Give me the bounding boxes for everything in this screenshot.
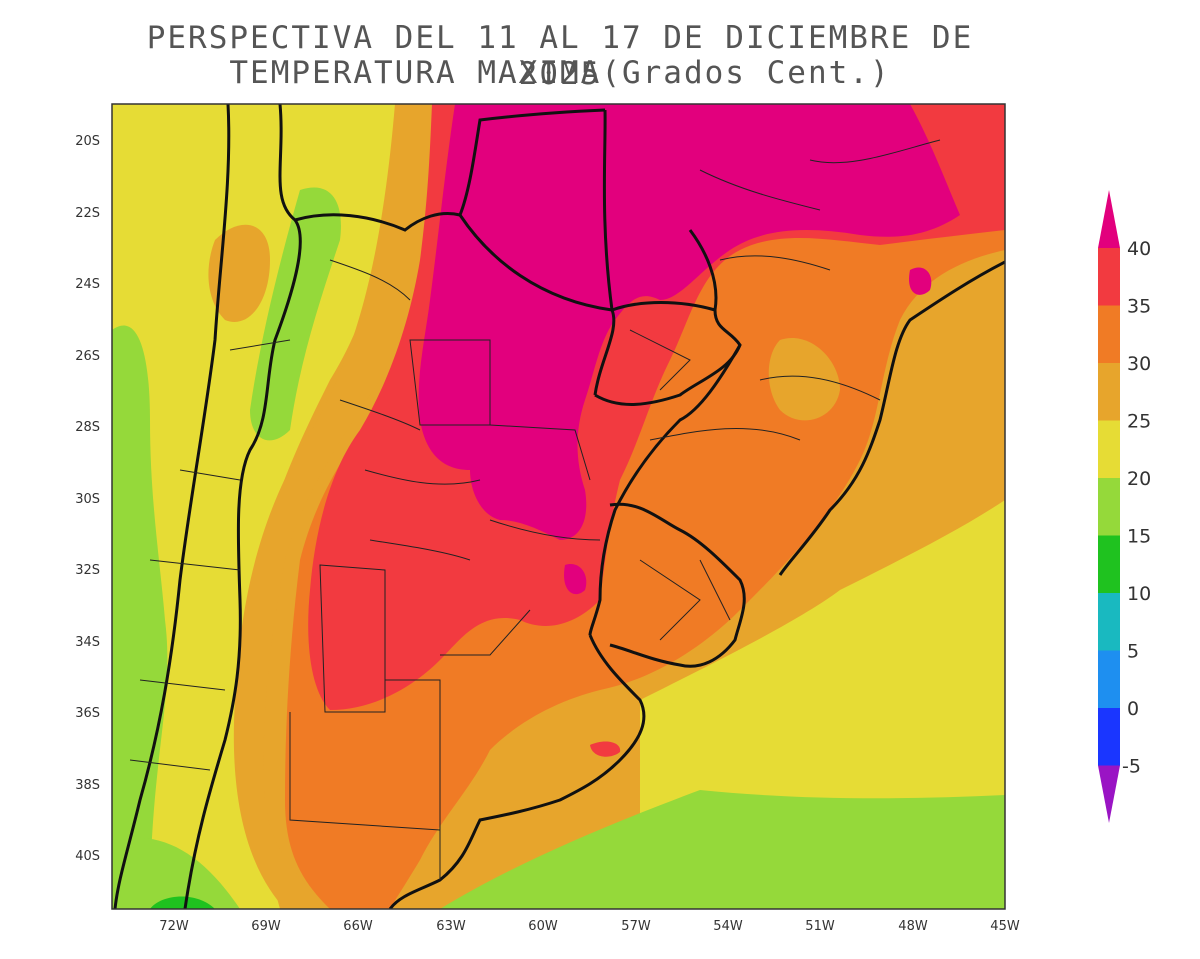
field-above-40 [418,104,960,540]
legend-label: 25 [1127,411,1151,433]
field-above-40-blob [909,267,932,295]
legend-swatch-5-10 [1098,593,1120,651]
temperature-field [112,104,1005,909]
lon-tick-label: 72W [159,919,189,934]
lat-tick-label: 30S [75,492,100,507]
legend-swatch-below-m5 [1098,765,1120,823]
legend-swatch-above-40 [1098,190,1120,248]
legend-swatch-30-35 [1098,305,1120,363]
lon-tick-label: 45W [990,919,1020,934]
legend-swatch-35-40 [1098,248,1120,306]
field-20-25-west [112,104,400,909]
field-35-40-blob [590,741,621,757]
legend-label: -5 [1122,756,1141,778]
field-15-20-andes [250,187,341,441]
legend-swatch-15-20 [1098,478,1120,536]
field-25-30-band [233,104,440,909]
lon-tick-label: 54W [713,919,743,934]
lat-tick-label: 38S [75,778,100,793]
legend-label: 10 [1127,583,1151,605]
latitude-axis: 20S 22S 24S 26S 28S 30S 32S 34S 36S 38S … [75,134,100,864]
lat-tick-label: 22S [75,206,100,221]
lon-tick-label: 63W [436,919,466,934]
lon-tick-label: 69W [251,919,281,934]
field-10-15 [150,896,215,909]
legend-swatch-0-5 [1098,650,1120,708]
province-borders [129,139,941,880]
lon-tick-label: 60W [528,919,558,934]
legend-label: 15 [1127,526,1151,548]
legend-label: 5 [1127,641,1139,663]
legend-swatch-m5-0 [1098,708,1120,766]
legend-label: 0 [1127,698,1139,720]
lat-tick-label: 32S [75,563,100,578]
lat-tick-label: 24S [75,277,100,292]
lat-tick-label: 26S [75,349,100,364]
map-frame [111,103,1006,910]
lon-tick-label: 66W [343,919,373,934]
country-borders [113,104,1005,909]
lat-tick-label: 40S [75,849,100,864]
field-15-20-south [440,790,1005,909]
field-above-40-blob2 [564,564,587,595]
map-subtitle: TEMPERATURA MAXIMA(Grados Cent.) [229,55,891,91]
legend-label: 30 [1127,353,1151,375]
longitude-axis: 72W 69W 66W 63W 60W 57W 54W 51W 48W 45W [159,919,1020,934]
legend-labels: 40 35 30 25 20 15 10 5 0 -5 [1122,238,1151,778]
field-15-20-south-w [112,837,240,909]
legend-label: 40 [1127,238,1151,260]
legend-label: 35 [1127,296,1151,318]
legend-swatch-20-25 [1098,420,1120,478]
lon-tick-label: 57W [621,919,651,934]
lat-tick-label: 28S [75,420,100,435]
legend-swatch-10-15 [1098,535,1120,593]
lat-tick-label: 34S [75,635,100,650]
field-25-30-inner [768,338,840,421]
legend-label: 20 [1127,468,1151,490]
lat-tick-label: 20S [75,134,100,149]
lon-tick-label: 48W [898,919,928,934]
legend-swatch-25-30 [1098,363,1120,421]
lon-tick-label: 51W [805,919,835,934]
color-legend: 40 35 30 25 20 15 10 5 0 -5 [1098,190,1151,823]
lat-tick-label: 36S [75,706,100,721]
map-title: PERSPECTIVA DEL 11 AL 17 DE DICIEMBRE DE… [146,20,974,92]
